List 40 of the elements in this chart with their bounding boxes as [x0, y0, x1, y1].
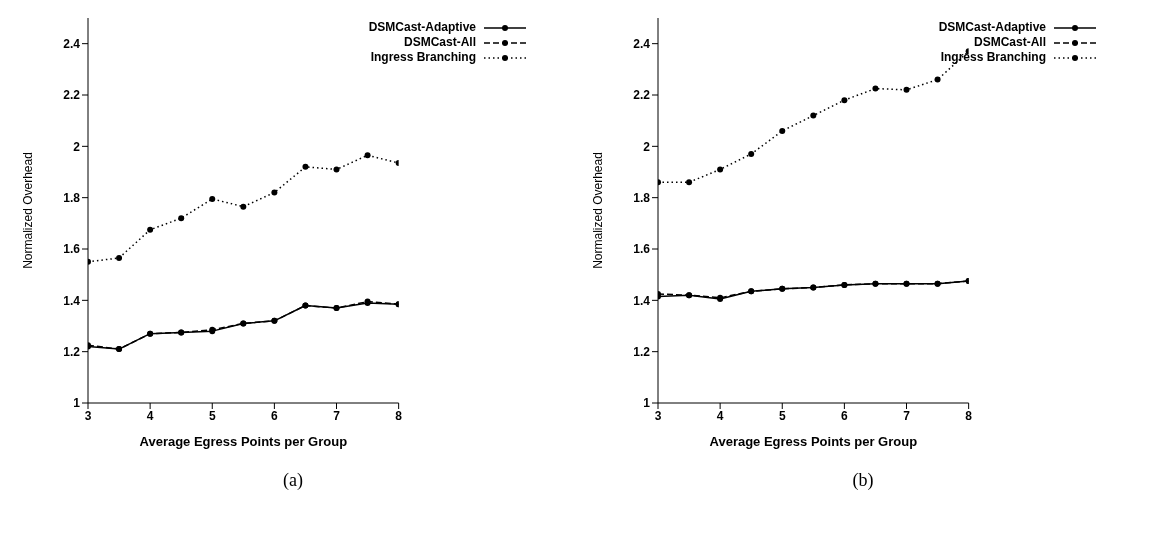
y-tick-label: 1.6 [633, 242, 651, 257]
legend-label: DSMCast-Adaptive [368, 20, 476, 35]
x-tick-label: 3 [84, 408, 92, 423]
x-tick-label: 6 [271, 408, 279, 423]
y-axis-title: Normalized Overhead [21, 152, 36, 269]
legend-label: Ingress Branching [370, 50, 476, 65]
y-tick-label: 1.8 [63, 190, 81, 205]
y-tick-label: 2.4 [633, 36, 651, 51]
text: (b) [851, 470, 875, 491]
y-tick-label: 1.2 [633, 344, 651, 359]
y-tick-label: 2.2 [63, 88, 81, 103]
x-tick-label: 8 [965, 408, 973, 423]
y-tick-label: 1.8 [633, 190, 651, 205]
x-tick-label: 6 [841, 408, 849, 423]
y-tick-label: 1 [73, 396, 81, 411]
y-tick-label: 1.6 [63, 242, 81, 257]
x-axis-title: Average Egress Points per Group [709, 434, 918, 449]
y-axis-title: Normalized Overhead [591, 152, 606, 269]
y-tick-label: 2 [73, 139, 81, 154]
x-tick-label: 7 [903, 408, 911, 423]
legend-label: DSMCast-All [973, 35, 1046, 50]
y-tick-label: 2 [643, 139, 651, 154]
x-tick-label: 7 [333, 408, 341, 423]
x-axis-title: Average Egress Points per Group [139, 434, 348, 449]
text: (a) [282, 470, 304, 491]
x-tick-label: 4 [716, 408, 724, 423]
x-tick-label: 5 [208, 408, 216, 423]
y-tick-label: 1 [643, 396, 651, 411]
x-tick-label: 4 [146, 408, 154, 423]
x-tick-label: 3 [654, 408, 662, 423]
y-tick-label: 2.4 [63, 36, 81, 51]
legend-label: DSMCast-All [403, 35, 476, 50]
y-tick-label: 1.4 [63, 293, 81, 308]
x-tick-label: 5 [778, 408, 786, 423]
legend-label: DSMCast-Adaptive [938, 20, 1046, 35]
legend-label: Ingress Branching [940, 50, 1046, 65]
y-tick-label: 1.4 [633, 293, 651, 308]
x-tick-label: 8 [395, 408, 403, 423]
y-tick-label: 1.2 [63, 344, 81, 359]
y-tick-label: 2.2 [633, 88, 651, 103]
